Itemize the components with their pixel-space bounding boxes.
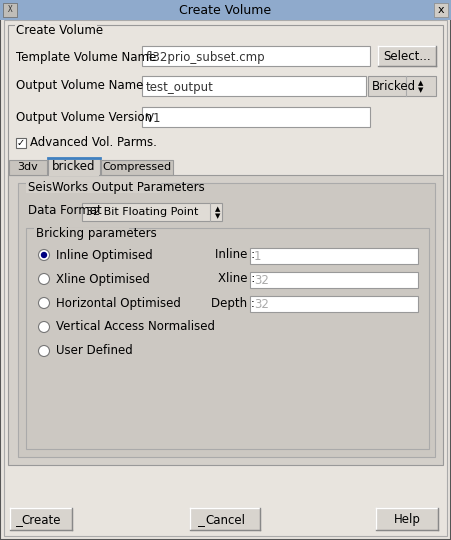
Circle shape (38, 346, 50, 356)
FancyBboxPatch shape (26, 228, 429, 449)
Text: Data Format: Data Format (28, 205, 102, 218)
Circle shape (38, 298, 50, 308)
Text: test_output: test_output (146, 80, 214, 93)
Text: User Defined: User Defined (56, 345, 133, 357)
Text: ▼: ▼ (215, 213, 221, 219)
FancyBboxPatch shape (250, 272, 418, 288)
Text: Inline Optimised: Inline Optimised (56, 248, 153, 261)
FancyBboxPatch shape (250, 248, 418, 264)
FancyBboxPatch shape (142, 76, 366, 96)
Text: Advanced Vol. Parms.: Advanced Vol. Parms. (30, 137, 157, 150)
Text: 32 Bit Floating Point: 32 Bit Floating Point (86, 207, 198, 217)
Text: Cancel: Cancel (205, 514, 245, 526)
FancyBboxPatch shape (190, 508, 260, 530)
Text: ▲: ▲ (419, 80, 423, 86)
FancyBboxPatch shape (48, 158, 100, 175)
FancyBboxPatch shape (142, 46, 370, 66)
Text: ▲: ▲ (215, 206, 221, 212)
Text: fl32prio_subset.cmp: fl32prio_subset.cmp (146, 51, 266, 64)
Text: 1: 1 (254, 251, 262, 264)
Text: Select...: Select... (383, 51, 431, 64)
Text: 32: 32 (254, 299, 269, 312)
Text: ✓: ✓ (17, 138, 25, 148)
FancyBboxPatch shape (4, 20, 447, 536)
FancyBboxPatch shape (376, 508, 438, 530)
Text: 32: 32 (254, 274, 269, 287)
Text: Depth :: Depth : (211, 296, 255, 309)
FancyBboxPatch shape (34, 228, 129, 238)
Text: Xline Optimised: Xline Optimised (56, 273, 150, 286)
FancyBboxPatch shape (434, 3, 448, 17)
Text: Create: Create (21, 514, 61, 526)
Text: Output Volume Version: Output Volume Version (16, 111, 152, 124)
Text: Help: Help (394, 514, 420, 526)
FancyBboxPatch shape (250, 296, 418, 312)
Circle shape (41, 253, 46, 258)
Text: Vertical Access Normalised: Vertical Access Normalised (56, 321, 215, 334)
FancyBboxPatch shape (368, 76, 436, 96)
FancyBboxPatch shape (378, 46, 436, 66)
Text: 3dv: 3dv (18, 162, 38, 172)
Text: Compressed: Compressed (102, 162, 171, 172)
Text: V1: V1 (146, 111, 161, 125)
Text: Create Volume: Create Volume (179, 3, 271, 17)
Text: ▼: ▼ (419, 87, 423, 93)
FancyBboxPatch shape (142, 107, 370, 127)
Text: Inline :: Inline : (215, 248, 255, 261)
Text: Bricking parameters: Bricking parameters (36, 226, 157, 240)
FancyBboxPatch shape (101, 160, 173, 175)
FancyBboxPatch shape (82, 203, 222, 221)
Text: Output Volume Name: Output Volume Name (16, 79, 143, 92)
Text: Xline :: Xline : (218, 273, 255, 286)
Text: Template Volume Name: Template Volume Name (16, 51, 156, 64)
Text: SeisWorks Output Parameters: SeisWorks Output Parameters (28, 181, 205, 194)
FancyBboxPatch shape (0, 0, 451, 20)
FancyBboxPatch shape (3, 3, 17, 17)
Circle shape (38, 321, 50, 333)
Circle shape (38, 273, 50, 285)
Text: bricked: bricked (52, 159, 96, 172)
FancyBboxPatch shape (16, 138, 26, 148)
Text: Bricked: Bricked (372, 79, 416, 92)
FancyBboxPatch shape (10, 508, 72, 530)
Text: x: x (437, 5, 444, 15)
FancyBboxPatch shape (9, 160, 47, 175)
Text: Create Volume: Create Volume (16, 24, 103, 37)
FancyBboxPatch shape (26, 183, 161, 193)
Circle shape (38, 249, 50, 260)
FancyBboxPatch shape (8, 25, 443, 240)
Text: Horizontal Optimised: Horizontal Optimised (56, 296, 181, 309)
Text: X: X (8, 5, 12, 15)
FancyBboxPatch shape (18, 183, 435, 457)
FancyBboxPatch shape (49, 174, 99, 176)
FancyBboxPatch shape (15, 25, 97, 36)
FancyBboxPatch shape (8, 175, 443, 465)
